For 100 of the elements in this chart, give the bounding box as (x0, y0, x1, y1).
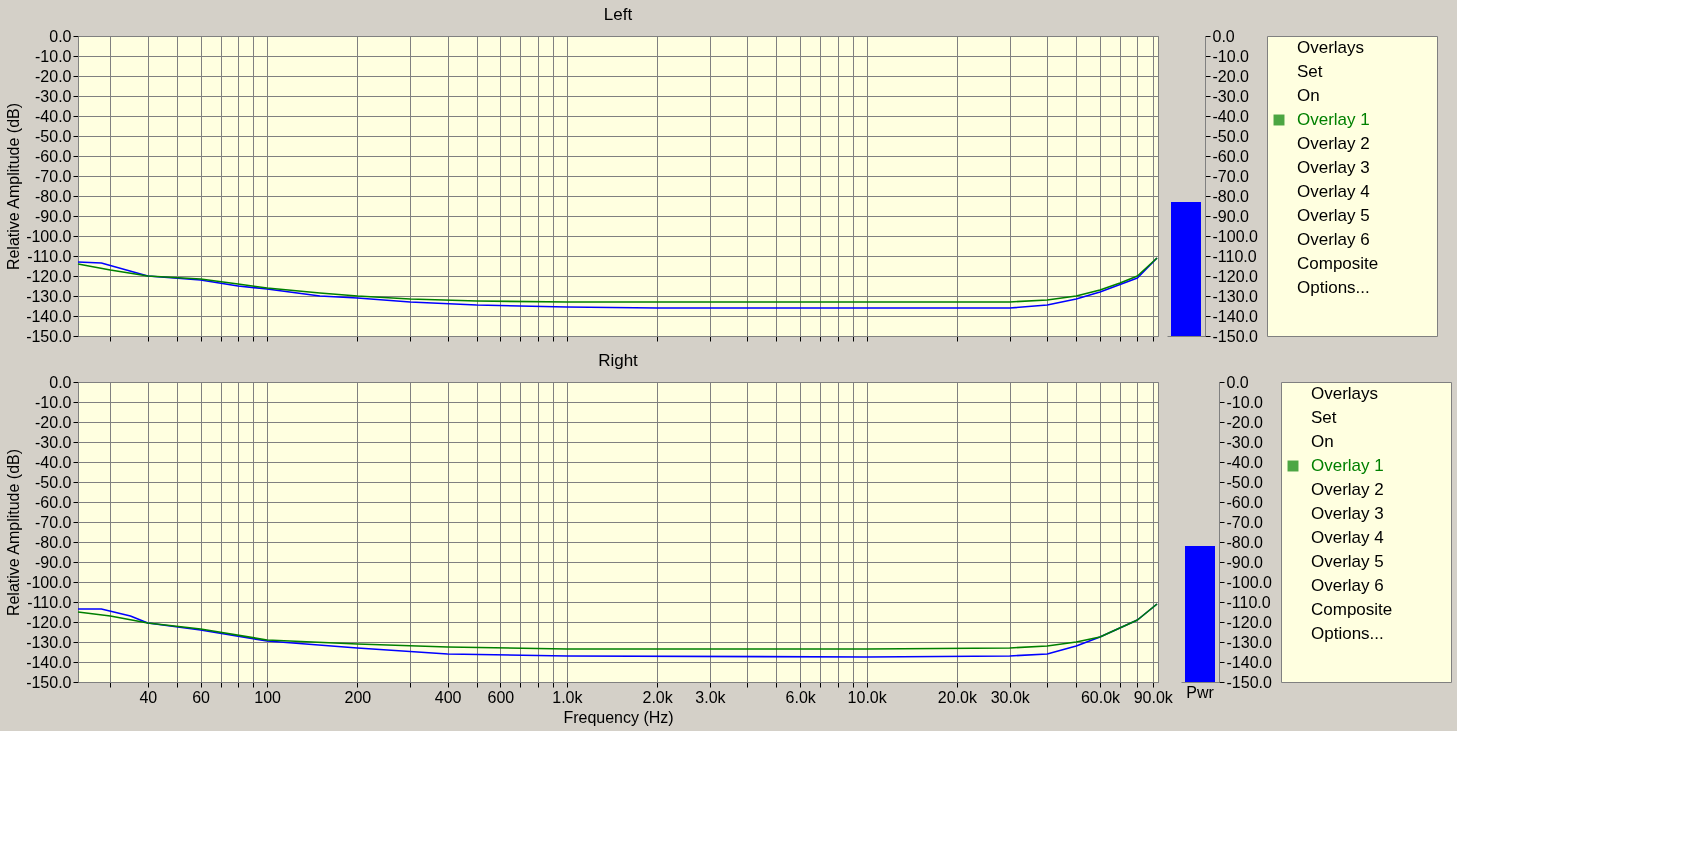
y-tick-label: -100.0 (26, 227, 72, 245)
y-tick-label: -40.0 (35, 107, 72, 125)
x-tick-label: 2.0k (642, 688, 674, 706)
x-tick-label: 10.0k (847, 688, 888, 706)
y-tick-label: -80.0 (1212, 187, 1250, 205)
y-tick-label: -90.0 (1226, 553, 1264, 571)
text: Overlay 4 (1311, 528, 1384, 547)
x-tick-label: 100 (254, 688, 282, 706)
y-tick-label: -90.0 (1212, 207, 1250, 225)
text: Overlay 6 (1297, 230, 1370, 249)
legend-title: Overlays (1311, 384, 1379, 403)
y-tick-label: -100.0 (1226, 573, 1272, 591)
legend-title: Overlays (1297, 38, 1365, 57)
x-tick-label: 20.0k (937, 688, 978, 706)
x-tick-label: 6.0k (785, 688, 817, 706)
x-tick-label: 60.0k (1080, 688, 1122, 706)
y-tick-label: -10.0 (35, 47, 72, 65)
y-tick-label: -120.0 (1226, 613, 1272, 631)
y-tick-label: -150.0 (1226, 673, 1272, 691)
text: Overlay 3 (1297, 158, 1370, 177)
y-tick-label: -120.0 (26, 267, 72, 285)
y-tick-label: -80.0 (1226, 533, 1264, 551)
y-tick-label: -80.0 (35, 187, 72, 205)
y-tick-label: -80.0 (35, 533, 72, 551)
y-tick-label: -50.0 (35, 127, 72, 145)
text: Overlay 4 (1297, 182, 1370, 201)
x-tick-label: 1.0k (552, 688, 584, 706)
x-tick-label: 3.0k (695, 688, 727, 706)
y-tick-label: -30.0 (1226, 433, 1264, 451)
y-tick-label: -60.0 (35, 493, 72, 511)
y-tick-label: -140.0 (26, 307, 72, 325)
y-tick-label: -130.0 (1212, 287, 1258, 305)
text: Set (1311, 408, 1337, 427)
y-tick-label: -140.0 (26, 653, 72, 671)
text: Options... (1311, 624, 1384, 643)
y-tick-label: -10.0 (1212, 47, 1250, 65)
x-tick-label: 30.0k (990, 688, 1031, 706)
y-tick-label: -50.0 (35, 473, 72, 491)
y-tick-label: -50.0 (1212, 127, 1250, 145)
y-tick-label: -30.0 (35, 87, 72, 105)
y-tick-label: -140.0 (1226, 653, 1272, 671)
text: Composite (1297, 254, 1379, 273)
y-tick-label: 0.0 (1212, 27, 1235, 45)
y-tick-label: 0.0 (49, 373, 72, 391)
y-tick-label: -20.0 (1212, 67, 1250, 85)
y-tick-label: -70.0 (35, 167, 72, 185)
text: Set (1297, 62, 1323, 81)
y-tick-label: -60.0 (35, 147, 72, 165)
y-axis-title: Relative Amplitude (dB) (5, 102, 23, 271)
y-tick-label: -20.0 (35, 67, 72, 85)
y-tick-label: -150.0 (26, 673, 72, 691)
text: Overlay 3 (1311, 504, 1384, 523)
y-tick-label: -120.0 (26, 613, 72, 631)
y-tick-label: -10.0 (1226, 393, 1264, 411)
legend-label: Overlay 1 (1297, 110, 1370, 129)
y-tick-label: -30.0 (1212, 87, 1250, 105)
y-axis-title: Relative Amplitude (dB) (5, 448, 23, 617)
y-tick-label: -10.0 (35, 393, 72, 411)
x-tick-label: 200 (344, 688, 372, 706)
y-tick-label: -130.0 (26, 287, 72, 305)
text: On (1311, 432, 1334, 451)
y-tick-label: -90.0 (35, 553, 72, 571)
x-axis-title: Frequency (Hz) (563, 708, 674, 726)
text: Overlay 5 (1311, 552, 1384, 571)
y-tick-label: -20.0 (35, 413, 72, 431)
y-tick-label: -70.0 (1226, 513, 1264, 531)
text: Overlay 5 (1297, 206, 1370, 225)
y-tick-label: 0.0 (1226, 373, 1249, 391)
y-tick-label: -110.0 (1212, 247, 1257, 265)
y-tick-label: -110.0 (27, 247, 72, 265)
text: Overlay 6 (1311, 576, 1384, 595)
y-tick-label: -60.0 (1226, 493, 1264, 511)
y-tick-label: -140.0 (1212, 307, 1258, 325)
y-tick-label: -150.0 (1212, 327, 1258, 345)
x-tick-label: 600 (487, 688, 515, 706)
y-tick-label: -40.0 (1212, 107, 1250, 125)
x-tick-label: Pwr (1186, 683, 1215, 701)
y-tick-label: -110.0 (27, 593, 72, 611)
x-tick-label: 90.0k (1133, 688, 1174, 706)
y-tick-label: -70.0 (35, 513, 72, 531)
chart-title: Right (598, 351, 639, 370)
y-tick-label: -100.0 (1212, 227, 1258, 245)
y-tick-label: -50.0 (1226, 473, 1264, 491)
x-tick-label: 400 (434, 688, 462, 706)
x-tick-label: 60 (192, 688, 211, 706)
y-tick-label: -30.0 (35, 433, 72, 451)
y-tick-label: -130.0 (1226, 633, 1272, 651)
y-tick-label: -120.0 (1212, 267, 1258, 285)
y-tick-label: -150.0 (26, 327, 72, 345)
y-tick-label: -70.0 (1212, 167, 1250, 185)
chart-title: Left (603, 5, 633, 24)
y-tick-label: -90.0 (35, 207, 72, 225)
text: On (1297, 86, 1320, 105)
y-tick-label: -110.0 (1226, 593, 1271, 611)
text: Options... (1297, 278, 1370, 297)
x-tick-label: 40 (139, 688, 158, 706)
y-tick-label: -60.0 (1212, 147, 1250, 165)
text: Overlay 2 (1311, 480, 1384, 499)
text: Overlay 2 (1297, 134, 1370, 153)
y-tick-label: -40.0 (35, 453, 72, 471)
